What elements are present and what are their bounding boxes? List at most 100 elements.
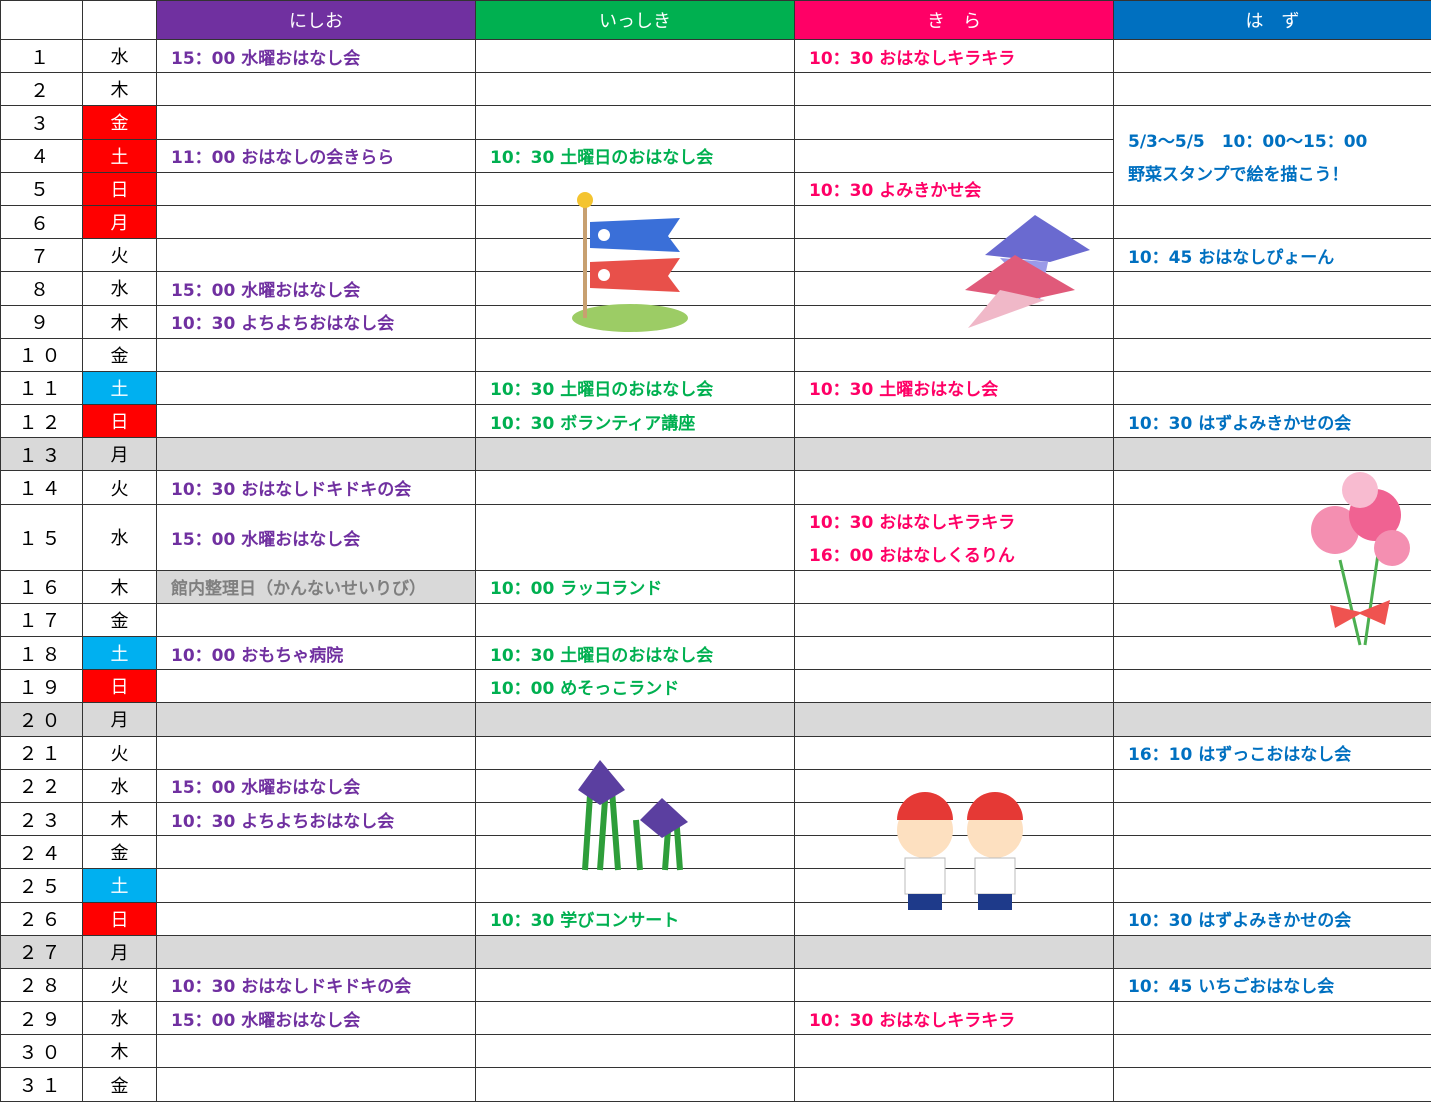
day-cell: １６ bbox=[1, 570, 82, 603]
event-cell bbox=[476, 40, 794, 73]
weekday: 土 bbox=[110, 876, 129, 898]
event-cell: 10：45 いちごおはなし会 bbox=[1114, 968, 1431, 1002]
event: 10：30 土曜日のおはなし会 bbox=[490, 380, 714, 401]
event: 10：30 おはなしキラキラ bbox=[809, 513, 1016, 534]
event: 10：00 おもちゃ病院 bbox=[171, 645, 344, 666]
day-cell: ２４ bbox=[1, 836, 82, 869]
event-cell bbox=[795, 968, 1113, 1002]
day-cell: １０ bbox=[1, 338, 82, 371]
event-cell: 10：30 はずよみきかせの会 bbox=[1114, 405, 1431, 438]
event-cell bbox=[1114, 570, 1431, 603]
day-number: ２３ bbox=[18, 809, 65, 832]
event-cell bbox=[1114, 802, 1431, 836]
event-cell bbox=[157, 405, 475, 438]
event-cell bbox=[1114, 935, 1431, 968]
event: 15：00 水曜おはなし会 bbox=[171, 778, 361, 799]
weekday-cell: 月 bbox=[83, 205, 156, 239]
event: 10：30 よちよちおはなし会 bbox=[171, 811, 395, 832]
event-cell bbox=[1114, 836, 1431, 869]
event-cell bbox=[476, 272, 794, 305]
day-number: ２２ bbox=[18, 776, 65, 799]
event-cell bbox=[795, 338, 1113, 371]
event-cell bbox=[476, 703, 794, 736]
weekday: 金 bbox=[110, 1075, 129, 1097]
event-cell bbox=[795, 272, 1113, 305]
event-cell bbox=[1114, 40, 1431, 73]
event: 15：00 水曜おはなし会 bbox=[171, 1010, 361, 1031]
day-number: ３ bbox=[29, 112, 53, 135]
event-cell bbox=[476, 1068, 794, 1101]
weekday: 木 bbox=[110, 80, 129, 102]
day-number: １９ bbox=[18, 676, 65, 699]
day-cell: ３ bbox=[1, 106, 82, 139]
event-cell: 10：30 学びコンサート bbox=[476, 902, 794, 935]
event-cell bbox=[795, 305, 1113, 338]
event-cell bbox=[157, 603, 475, 636]
weekday: 月 bbox=[110, 445, 129, 467]
day-cell: １５ bbox=[1, 504, 82, 570]
day-number: ２７ bbox=[18, 942, 65, 965]
event-cell bbox=[795, 603, 1113, 636]
day-cell: １９ bbox=[1, 670, 82, 703]
weekday-cell: 木 bbox=[83, 1035, 156, 1068]
header-blank bbox=[1, 1, 82, 39]
event-cell bbox=[1114, 471, 1431, 504]
event-cell: 10：30 土曜日のおはなし会 bbox=[476, 637, 794, 670]
event: 10：30 土曜日のおはなし会 bbox=[490, 645, 714, 666]
event-cell bbox=[795, 73, 1113, 106]
event-cell bbox=[1114, 438, 1431, 471]
weekday-cell: 土 bbox=[83, 637, 156, 670]
event-cell: 10：30 おはなしキラキラ bbox=[795, 40, 1113, 73]
weekday-cell: 日 bbox=[83, 172, 156, 205]
event-cell bbox=[476, 836, 794, 869]
event-cell bbox=[795, 139, 1113, 172]
weekday: 火 bbox=[110, 975, 129, 997]
weekday-cell: 火 bbox=[83, 968, 156, 1002]
event-cell bbox=[795, 703, 1113, 736]
event-cell bbox=[476, 471, 794, 504]
weekday-cell: 水 bbox=[83, 272, 156, 305]
column-title: き ら bbox=[927, 11, 981, 32]
weekday-cell: 金 bbox=[83, 836, 156, 869]
weekday-cell: 土 bbox=[83, 371, 156, 405]
event: 10：30 よちよちおはなし会 bbox=[171, 314, 395, 335]
event-cell: 11：00 おはなしの会きらら bbox=[157, 139, 475, 172]
event: 10：45 おはなしぴょーん bbox=[1128, 247, 1335, 268]
weekday-cell: 日 bbox=[83, 405, 156, 438]
day-number: １０ bbox=[18, 345, 65, 368]
day-number: ８ bbox=[29, 278, 53, 301]
day-number: ７ bbox=[29, 245, 53, 268]
event-cell: 10：30 はずよみきかせの会 bbox=[1114, 902, 1431, 935]
event-cell: 15：00 水曜おはなし会 bbox=[157, 504, 475, 570]
day-number: ２９ bbox=[18, 1008, 65, 1031]
event-cell bbox=[795, 802, 1113, 836]
column-header: き ら bbox=[795, 1, 1113, 39]
event-cell bbox=[476, 968, 794, 1002]
event: 15：00 水曜おはなし会 bbox=[171, 48, 361, 69]
day-number: ２４ bbox=[18, 842, 65, 865]
weekday-cell: 水 bbox=[83, 769, 156, 802]
event: 10：30 はずよみきかせの会 bbox=[1128, 413, 1352, 434]
weekday-cell: 金 bbox=[83, 338, 156, 371]
event-cell: 10：30 おはなしドキドキの会 bbox=[157, 471, 475, 504]
event-cell bbox=[795, 902, 1113, 935]
event-cell bbox=[157, 935, 475, 968]
weekday-cell: 月 bbox=[83, 438, 156, 471]
event-cell bbox=[1114, 670, 1431, 703]
event-cell bbox=[157, 902, 475, 935]
column-header: は ず bbox=[1114, 1, 1431, 39]
weekday: 土 bbox=[110, 146, 129, 168]
event-cell bbox=[1114, 1068, 1431, 1101]
event-cell bbox=[1114, 1035, 1431, 1068]
weekday-cell: 水 bbox=[83, 1002, 156, 1035]
event: 10：00 めそっこランド bbox=[490, 678, 680, 699]
event-cell bbox=[795, 471, 1113, 504]
day-cell: ２ bbox=[1, 73, 82, 106]
weekday: 日 bbox=[110, 677, 129, 699]
event: 16：10 はずっこおはなし会 bbox=[1128, 745, 1352, 766]
event: 5/3～5/5 10：00～15：00 bbox=[1128, 131, 1368, 152]
event: 11：00 おはなしの会きらら bbox=[171, 148, 395, 169]
event: 野菜スタンプで絵を描こう！ bbox=[1128, 164, 1349, 185]
day-number: １ bbox=[29, 46, 53, 69]
day-cell: ８ bbox=[1, 272, 82, 305]
